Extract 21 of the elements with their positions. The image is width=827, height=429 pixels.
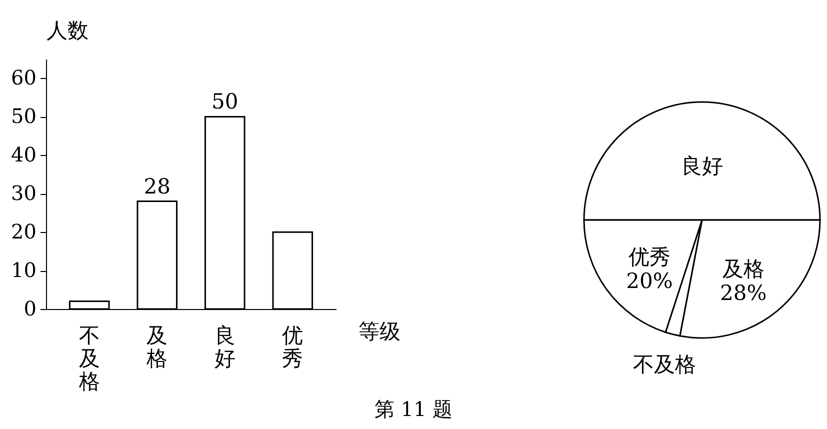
slice-label: 及格 (722, 257, 764, 282)
y-tick-label: 0 (24, 296, 36, 320)
data-label: 28 (144, 174, 170, 198)
y-tick-label: 60 (11, 66, 36, 90)
x-tick-label: 优秀 (282, 324, 304, 370)
y-tick-label: 20 (11, 220, 36, 244)
slice-label: 良好 (681, 154, 723, 178)
y-tick-label: 40 (11, 142, 36, 167)
x-tick-label: 不及格 (78, 324, 100, 394)
x-tick-label: 良好 (214, 324, 236, 370)
data-label: 28% (720, 281, 767, 306)
y-tick-label: 50 (11, 104, 36, 128)
y-axis-title: 人数 (46, 18, 88, 42)
data-label: 50 (212, 90, 238, 114)
y-tick-label: 10 (11, 258, 36, 282)
slice-label: 优秀 (628, 245, 670, 270)
text: 第 11 题 (373, 396, 454, 423)
y-tick-label: 30 (11, 181, 36, 206)
x-tick-label: 及格 (146, 324, 168, 370)
x-axis-title: 等级 (358, 320, 400, 344)
data-label: 20% (626, 269, 673, 294)
